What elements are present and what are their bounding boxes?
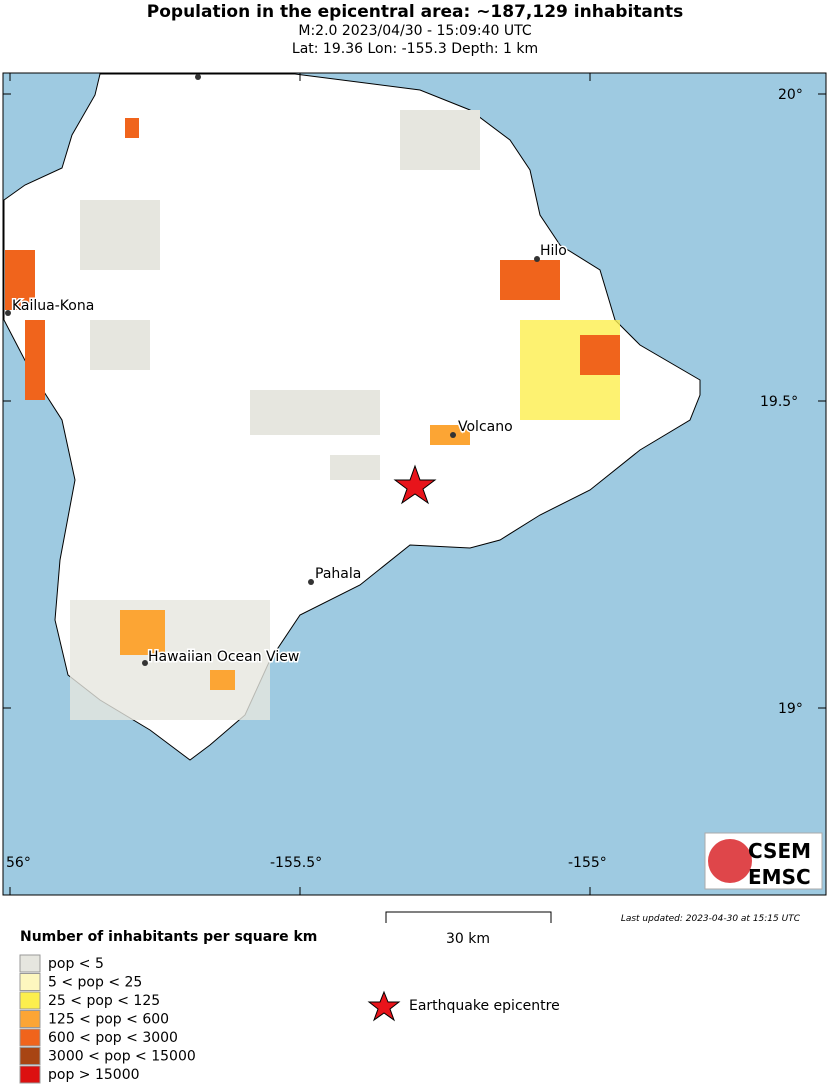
place-label: Volcano xyxy=(458,419,513,435)
legend-swatch xyxy=(19,1047,41,1065)
epicentre-label: Earthquake epicentre xyxy=(409,998,560,1014)
legend-swatch xyxy=(19,954,41,973)
legend-label: 3000 < pop < 15000 xyxy=(48,1049,196,1065)
place-label: Pahala xyxy=(315,566,361,582)
legend-label: 25 < pop < 125 xyxy=(48,993,160,1009)
lon-label: 56° xyxy=(6,855,31,871)
subtitle: M:2.0 2023/04/30 - 15:09:40 UTC xyxy=(298,23,531,39)
legend-swatch xyxy=(19,1028,41,1047)
place-label: Kailua-Kona xyxy=(12,298,94,314)
legend-swatch xyxy=(19,991,41,1010)
legend-label: 600 < pop < 3000 xyxy=(48,1030,178,1046)
population-patches xyxy=(5,110,620,720)
logo-text: CSEM xyxy=(748,839,811,863)
lat-label: 19° xyxy=(778,701,803,717)
logo-globe xyxy=(708,839,752,883)
lon-label: -155° xyxy=(568,855,607,871)
lat-label: 20° xyxy=(778,87,803,103)
lat-label: 19.5° xyxy=(760,394,798,410)
legend-swatch xyxy=(19,973,41,991)
logo-text: EMSC xyxy=(748,865,811,889)
place-dots xyxy=(5,74,540,666)
legend: pop < 5 5 < pop < 25 25 < pop < 125 125 < p… xyxy=(19,954,196,1084)
frame-ticks xyxy=(3,73,826,895)
lon-label: -155.5° xyxy=(270,855,322,871)
legend-swatch xyxy=(19,1065,41,1084)
epicentre-star xyxy=(393,464,437,505)
legend-label: pop < 5 xyxy=(48,956,104,972)
subtitle: Lat: 19.36 Lon: -155.3 Depth: 1 km xyxy=(292,41,538,57)
place-label: Hawaiian Ocean View xyxy=(148,649,299,665)
legend-title: Number of inhabitants per square km xyxy=(20,929,317,945)
legend-label: 125 < pop < 600 xyxy=(48,1012,169,1028)
place-label: Hilo xyxy=(540,243,567,259)
legend-star xyxy=(367,990,401,1022)
scale-bar xyxy=(385,911,552,923)
legend-swatch xyxy=(19,1010,41,1028)
legend-label: pop > 15000 xyxy=(48,1067,140,1083)
legend-label: 5 < pop < 25 xyxy=(48,975,142,991)
last-updated: Last updated: 2023-04-30 at 15:15 UTC xyxy=(621,914,801,924)
scale-label: 30 km xyxy=(446,931,490,947)
title: Population in the epicentral area: ~187,… xyxy=(147,2,683,22)
